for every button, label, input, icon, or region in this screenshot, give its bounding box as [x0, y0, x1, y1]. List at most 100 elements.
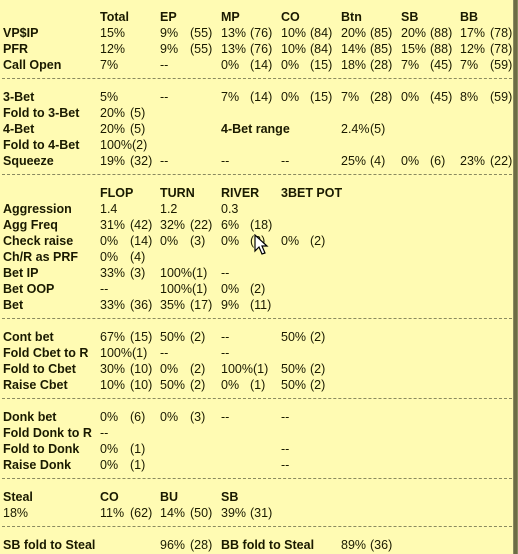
stat-value: (5): [370, 122, 386, 136]
stat-value: (84): [310, 26, 333, 40]
column-header: SB: [401, 10, 419, 24]
stat-value: (59): [490, 58, 513, 72]
stat-label: Bet IP: [3, 266, 39, 280]
stat-value: (15): [310, 58, 333, 72]
stat-label: 4-Bet: [3, 122, 35, 136]
stat-row-bet-oop: Bet OOP -- 100%(1) 0% (2): [0, 281, 518, 297]
column-header: BU: [160, 490, 179, 504]
stat-value: 100%(1): [100, 346, 148, 360]
stat-value: 14%: [341, 42, 367, 56]
column-header: EP: [160, 10, 177, 24]
stat-row-vp-ip: VP$IP 15% 9% (55) 13% (76) 10% (84) 20% (85) 20% (8…: [0, 25, 518, 41]
stat-value: (6): [130, 410, 146, 424]
arrow-cursor-icon: [254, 233, 270, 256]
stat-row-fold-to-4-bet: Fold to 4-Bet 100%(2): [0, 137, 518, 153]
stat-value: 50%: [281, 362, 307, 376]
stat-label: Fold Donk to R: [3, 426, 92, 440]
stat-value: 11%: [100, 506, 125, 520]
stat-value: --: [221, 346, 230, 360]
stat-row-raise-donk: Raise Donk 0% (1) --: [0, 457, 518, 473]
stat-value: (22): [490, 154, 513, 168]
stat-value: 50%: [160, 378, 186, 392]
stat-value: 20%: [401, 26, 427, 40]
stat-row-pfr: PFR 12% 9% (55) 13% (76) 10% (84) 14% (85) 15% (88)…: [0, 41, 518, 57]
stat-value: (4): [130, 250, 146, 264]
stat-value: 0%: [100, 410, 119, 424]
stat-value: (32): [130, 154, 153, 168]
stat-value: (3): [130, 266, 146, 280]
stat-value: 50%: [281, 330, 307, 344]
stat-row-4-bet: 4-Bet 20% (5) 4-Bet range 2.4% (5): [0, 121, 518, 137]
stat-value: 0%: [221, 58, 240, 72]
stat-row-steal: Steal CO BU SB: [0, 489, 518, 505]
column-header: SB: [221, 490, 239, 504]
stat-value: 7%: [100, 58, 119, 72]
stat-value: --: [221, 330, 230, 344]
stat-value: (36): [130, 298, 153, 312]
stat-label: Ch/R as PRF: [3, 250, 79, 264]
stat-value: 50%: [281, 378, 307, 392]
stat-value: (2): [310, 378, 326, 392]
stat-value: (78): [490, 42, 513, 56]
stat-label: PFR: [3, 42, 28, 56]
stat-value: 9%: [160, 26, 179, 40]
stat-value: (2): [190, 330, 206, 344]
stat-value: 2.4%: [341, 122, 370, 136]
stat-value: 14%: [160, 506, 186, 520]
stat-value: 12%: [460, 42, 486, 56]
stat-value: 9%: [221, 298, 240, 312]
stat-value: (31): [250, 506, 273, 520]
stat-value: 20%: [100, 106, 126, 120]
stat-value: --: [100, 426, 109, 440]
stat-value: (15): [310, 90, 333, 104]
stat-label: Fold Cbet to R: [3, 346, 89, 360]
stat-value: (14): [130, 234, 153, 248]
stat-value: 0%: [221, 234, 240, 248]
stat-label: Cont bet: [3, 330, 54, 344]
stat-value: (85): [370, 42, 393, 56]
stat-label: Fold to 3-Bet: [3, 106, 80, 120]
stat-value: 33%: [100, 266, 126, 280]
stat-row-call-open: Call Open 7% -- 0% (14) 0% (15) 18% (28) 7% (45) 7%…: [0, 57, 518, 73]
stat-value: --: [281, 458, 290, 472]
section-divider: [2, 478, 512, 479]
stat-value: 17%: [460, 26, 486, 40]
stat-value: 7%: [401, 58, 420, 72]
stat-value: 0%: [281, 90, 300, 104]
stat-value: 0%: [160, 362, 179, 376]
column-header: CO: [100, 490, 119, 504]
stat-row-donk-bet: Donk bet 0% (6) 0% (3) -- --: [0, 409, 518, 425]
stat-label: Donk bet: [3, 410, 57, 424]
stat-value: --: [281, 410, 290, 424]
stat-value: --: [281, 154, 290, 168]
column-header: Total: [100, 10, 129, 24]
stat-value: 100%(1): [160, 282, 208, 296]
stat-value: 0%: [100, 250, 119, 264]
stat-value: (14): [250, 90, 273, 104]
stat-value: 0.3: [221, 202, 239, 216]
stat-row-sb-fold-to-steal: SB fold to Steal 96% (28) BB fold to Steal 8…: [0, 537, 518, 553]
stat-value: (14): [250, 58, 273, 72]
stat-value: (2): [190, 378, 206, 392]
stat-value: (10): [130, 362, 153, 376]
stat-value: 15%: [100, 26, 126, 40]
stat-value: (28): [190, 538, 213, 552]
stat-value: --: [160, 58, 169, 72]
stat-row-bet: Bet 33% (36) 35% (17) 9% (11): [0, 297, 518, 313]
stat-label: Fold to 4-Bet: [3, 138, 80, 152]
stat-label: Fold to Cbet: [3, 362, 76, 376]
stat-value: (84): [310, 42, 333, 56]
stat-label: Raise Donk: [3, 458, 72, 472]
stat-value: 1.4: [100, 202, 118, 216]
stat-value: 0%: [281, 58, 300, 72]
stat-label: Fold to Donk: [3, 442, 80, 456]
stat-value: 0%: [100, 442, 119, 456]
stat-value: --: [221, 266, 230, 280]
stat-value: 31%: [100, 218, 126, 232]
stat-row-fold-to-donk: Fold to Donk 0% (1) --: [0, 441, 518, 457]
stat-value: 9%: [160, 42, 179, 56]
stat-value: (2): [250, 282, 266, 296]
stat-value: (88): [430, 26, 453, 40]
stat-value: 18%: [341, 58, 367, 72]
